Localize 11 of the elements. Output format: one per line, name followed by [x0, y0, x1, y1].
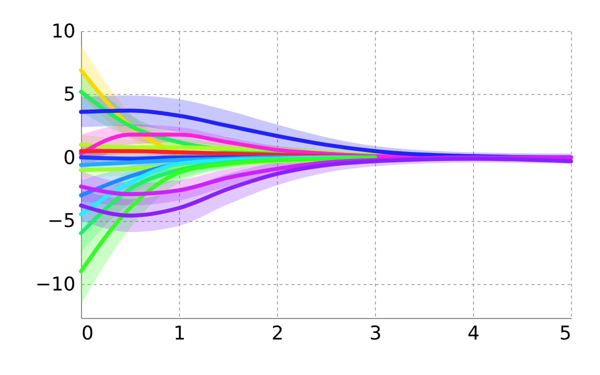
- x-tick-label: 0: [82, 322, 94, 344]
- y-tick-label: 10: [51, 20, 76, 42]
- y-tick-label: 5: [63, 84, 76, 106]
- y-tick-label: −10: [35, 273, 76, 296]
- x-tick-label: 4: [467, 322, 480, 344]
- x-tick-label: 3: [369, 322, 382, 344]
- x-tick-label: 2: [271, 322, 284, 344]
- y-tick-label: 0: [63, 146, 76, 169]
- x-tick-label: 5: [559, 322, 572, 344]
- x-tick-label: 1: [173, 322, 186, 344]
- y-tick-label: −5: [47, 210, 76, 232]
